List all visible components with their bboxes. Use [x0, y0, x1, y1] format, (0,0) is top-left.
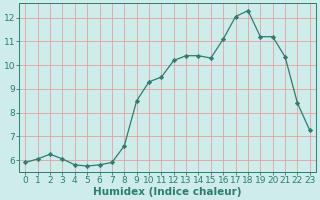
X-axis label: Humidex (Indice chaleur): Humidex (Indice chaleur) — [93, 187, 242, 197]
